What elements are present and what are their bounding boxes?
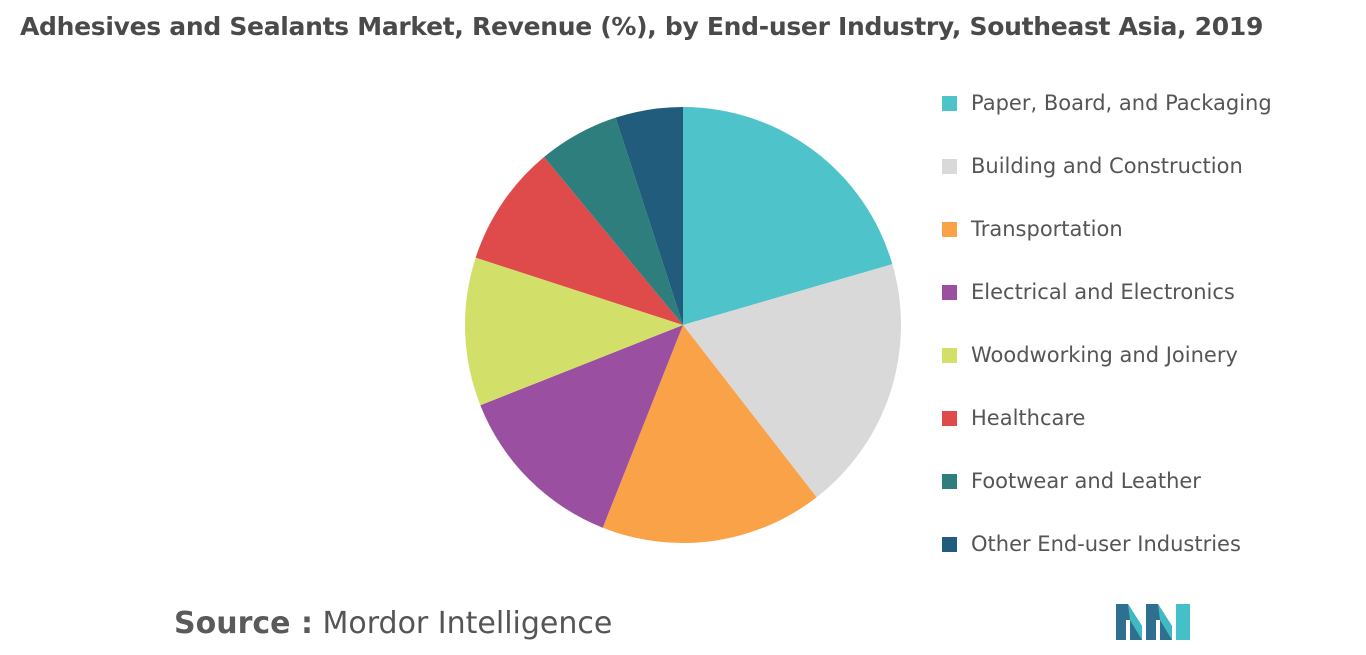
legend-swatch <box>942 221 957 237</box>
legend-item: Transportation <box>942 214 1123 244</box>
mordor-intelligence-logo-icon <box>1116 604 1190 640</box>
legend-item: Other End-user Industries <box>942 529 1241 559</box>
pie-slice-paper-board-and-packaging <box>683 107 893 325</box>
chart-title: Adhesives and Sealants Market, Revenue (… <box>20 12 1264 41</box>
legend-label: Other End-user Industries <box>971 532 1241 556</box>
source-note: Source : Mordor Intelligence <box>174 606 612 641</box>
legend-swatch <box>942 410 957 426</box>
source-prefix: Source : <box>174 606 313 641</box>
legend-item: Footwear and Leather <box>942 466 1201 496</box>
legend-label: Building and Construction <box>971 154 1243 178</box>
pie-slice-woodworking-and-joinery <box>465 257 683 406</box>
legend-swatch <box>942 284 957 300</box>
legend-swatch <box>942 95 957 111</box>
legend-item: Building and Construction <box>942 151 1243 181</box>
pie-slice-other-end-user-industries <box>615 107 683 325</box>
legend-item: Healthcare <box>942 403 1085 433</box>
legend-item: Electrical and Electronics <box>942 277 1235 307</box>
legend-label: Transportation <box>971 217 1123 241</box>
pie-slice-building-and-construction <box>683 264 901 498</box>
legend-label: Healthcare <box>971 406 1086 430</box>
legend-swatch <box>942 473 957 489</box>
legend-swatch <box>942 158 957 174</box>
pie-slice-footwear-and-leather <box>544 117 683 325</box>
source-text: Mordor Intelligence <box>312 606 613 641</box>
legend-swatch <box>942 536 957 552</box>
legend-label: Woodworking and Joinery <box>971 343 1238 367</box>
legend-item: Paper, Board, and Packaging <box>942 88 1272 118</box>
pie-slice-healthcare <box>475 157 683 325</box>
legend-label: Electrical and Electronics <box>971 280 1235 304</box>
pie-slice-transportation <box>602 325 817 543</box>
legend-label: Footwear and Leather <box>971 469 1201 493</box>
pie-slice-electrical-and-electronics <box>480 325 683 528</box>
legend-item: Woodworking and Joinery <box>942 340 1238 370</box>
legend-swatch <box>942 347 957 363</box>
legend-label: Paper, Board, and Packaging <box>971 91 1272 115</box>
